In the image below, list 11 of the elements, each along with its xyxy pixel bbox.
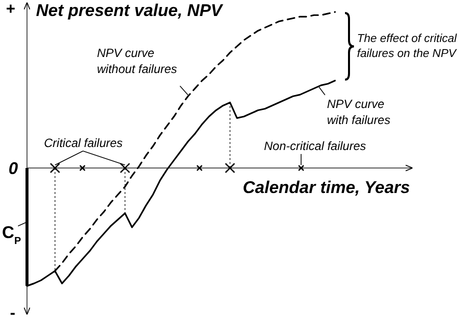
annotation: Critical failures: [44, 136, 123, 150]
annotation: Non-critical failures: [264, 139, 366, 153]
text: C$_{P}$: [2, 223, 22, 246]
text: -: [10, 305, 16, 322]
x-axis-title: Calendar time, Years: [242, 178, 410, 197]
text: The effect of critical failures on the NPV: [357, 33, 458, 60]
text: 0: [8, 159, 19, 178]
series-label: NPV curve without failures: [97, 46, 178, 76]
legend-label: NPV curve with failures: [327, 97, 390, 127]
y-axis-title: Net present value, NPV: [36, 1, 224, 20]
text: +: [6, 1, 16, 18]
